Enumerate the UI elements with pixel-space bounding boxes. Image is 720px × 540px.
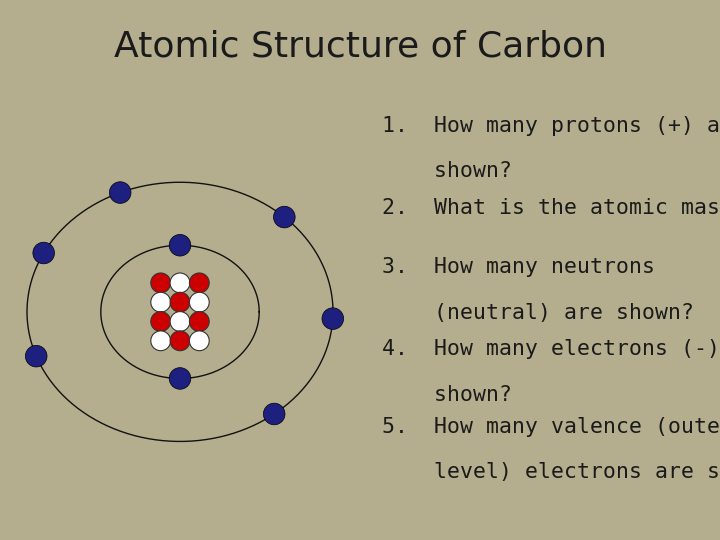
Text: shown?: shown? bbox=[382, 161, 512, 181]
Text: 2.  What is the atomic mass?: 2. What is the atomic mass? bbox=[382, 198, 720, 218]
Circle shape bbox=[170, 273, 190, 293]
Circle shape bbox=[189, 331, 210, 350]
Circle shape bbox=[150, 292, 171, 312]
Circle shape bbox=[189, 273, 210, 293]
Text: 5.  How many valence (outer: 5. How many valence (outer bbox=[382, 417, 720, 437]
Circle shape bbox=[170, 292, 190, 312]
Circle shape bbox=[322, 308, 343, 329]
Circle shape bbox=[150, 312, 171, 332]
Circle shape bbox=[189, 312, 210, 332]
Text: shown?: shown? bbox=[382, 385, 512, 405]
Text: 4.  How many electrons (-) are: 4. How many electrons (-) are bbox=[382, 339, 720, 359]
Text: level) electrons are shown?: level) electrons are shown? bbox=[382, 462, 720, 482]
Text: 3.  How many neutrons: 3. How many neutrons bbox=[382, 257, 654, 277]
Circle shape bbox=[169, 234, 191, 256]
Text: 1.  How many protons (+) are: 1. How many protons (+) are bbox=[382, 116, 720, 136]
Circle shape bbox=[274, 206, 295, 228]
Circle shape bbox=[189, 292, 210, 312]
Text: (neutral) are shown?: (neutral) are shown? bbox=[382, 303, 693, 323]
Circle shape bbox=[170, 312, 190, 332]
Circle shape bbox=[170, 331, 190, 350]
Circle shape bbox=[33, 242, 55, 264]
Circle shape bbox=[25, 346, 47, 367]
Text: Atomic Structure of Carbon: Atomic Structure of Carbon bbox=[114, 29, 606, 63]
Circle shape bbox=[150, 331, 171, 350]
Circle shape bbox=[264, 403, 285, 425]
Circle shape bbox=[169, 368, 191, 389]
Circle shape bbox=[150, 273, 171, 293]
Circle shape bbox=[109, 182, 131, 204]
